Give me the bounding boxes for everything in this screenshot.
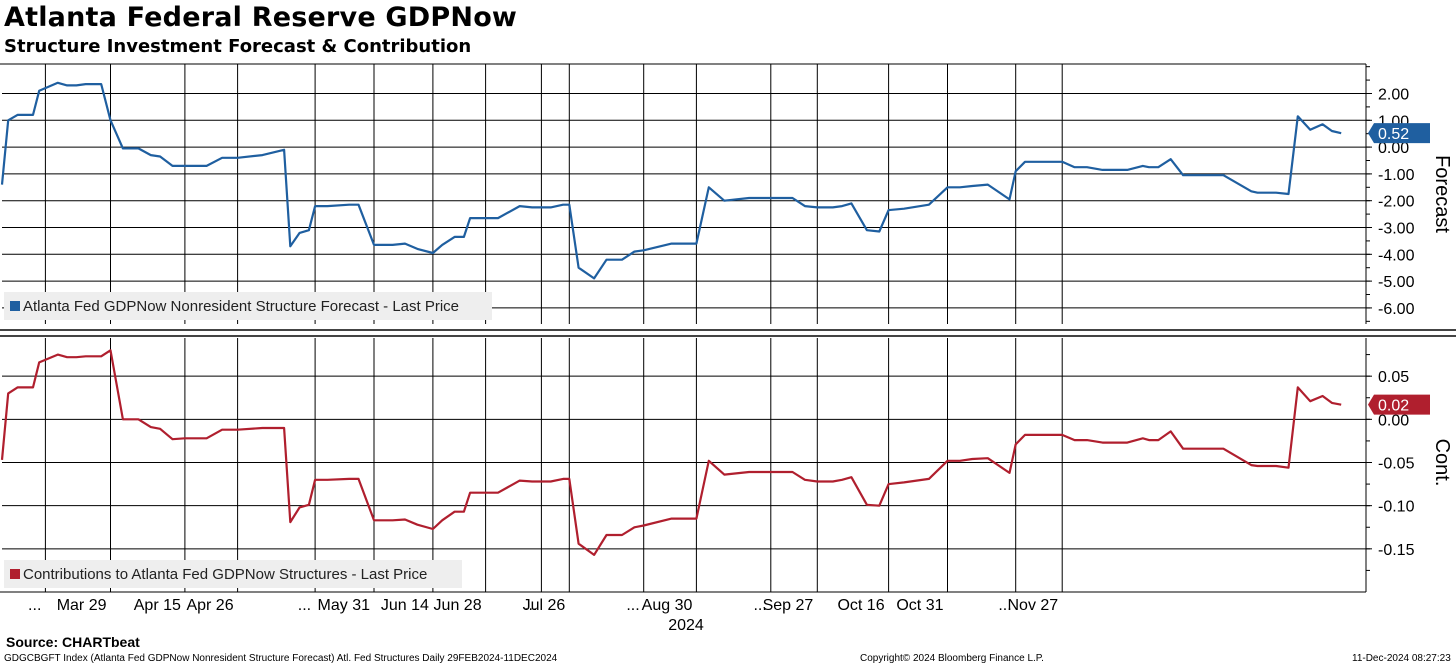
x-tick-label: ... (298, 597, 311, 614)
x-tick-label: May 31 (318, 597, 371, 614)
x-tick-label: Apr 15 (134, 597, 181, 614)
legend-box (4, 292, 492, 320)
chart-title: Atlanta Federal Reserve GDPNow (4, 2, 518, 33)
y-tick-label: 0.00 (1378, 412, 1409, 429)
y-tick-label: -6.00 (1378, 301, 1415, 318)
y-tick-label: -3.00 (1378, 221, 1415, 238)
copyright: Copyright© 2024 Bloomberg Finance L.P. (860, 653, 1044, 664)
y-tick-label: -5.00 (1378, 274, 1415, 291)
legend-box (4, 560, 462, 588)
x-tick-label: ... (753, 597, 766, 614)
y-axis-title: Forecast (1431, 155, 1453, 233)
legend-label: Contributions to Atlanta Fed GDPNow Stru… (23, 566, 427, 583)
x-tick-label: Mar 29 (57, 597, 107, 614)
x-tick-label: Oct 31 (896, 597, 943, 614)
chart-subtitle: Structure Investment Forecast & Contribu… (4, 36, 472, 57)
y-tick-label: -0.05 (1378, 456, 1415, 473)
x-tick-label: ... (998, 597, 1011, 614)
y-tick-label: -1.00 (1378, 167, 1415, 184)
last-value-tag (1368, 394, 1430, 415)
index-info: GDGCBGFT Index (Atlanta Fed GDPNow Nonre… (4, 653, 558, 664)
legend-label: Atlanta Fed GDPNow Nonresident Structure… (23, 298, 459, 315)
x-tick-label: Jun 28 (434, 597, 482, 614)
x-year-label: 2024 (668, 617, 704, 634)
x-tick-label: Nov 27 (1007, 597, 1058, 614)
y-tick-label: -0.15 (1378, 542, 1415, 559)
y-tick-label: 0.05 (1378, 369, 1409, 386)
y-tick-label: 0.00 (1378, 140, 1409, 157)
panel-separator (0, 329, 1456, 338)
x-tick-label: Oct 16 (837, 597, 884, 614)
series-line (0, 349, 1342, 557)
x-tick-label: Jul 26 (523, 597, 566, 614)
y-tick-label: -4.00 (1378, 247, 1415, 264)
last-value-label: 0.52 (1378, 126, 1409, 143)
x-tick-label: Sep 27 (763, 597, 814, 614)
x-tick-label: Apr 26 (186, 597, 233, 614)
x-tick-label: ... (524, 597, 537, 614)
y-tick-label: -2.00 (1378, 194, 1415, 211)
source-label: Source: CHARTbeat (6, 634, 140, 650)
x-tick-label: ... (626, 597, 639, 614)
timestamp: 11-Dec-2024 08:27:23 (1352, 653, 1451, 664)
y-axis-title: Cont. (1431, 439, 1453, 487)
legend-swatch (10, 301, 20, 311)
x-tick-label: Jun 14 (381, 597, 429, 614)
x-tick-label: ... (28, 597, 41, 614)
series-line (0, 81, 1342, 280)
last-value-tag (1368, 123, 1430, 144)
y-tick-label: 2.00 (1378, 86, 1409, 103)
legend-swatch (10, 569, 20, 579)
y-tick-label: -0.10 (1378, 499, 1415, 516)
x-tick-label: Aug 30 (642, 597, 693, 614)
last-value-label: 0.02 (1378, 398, 1409, 415)
